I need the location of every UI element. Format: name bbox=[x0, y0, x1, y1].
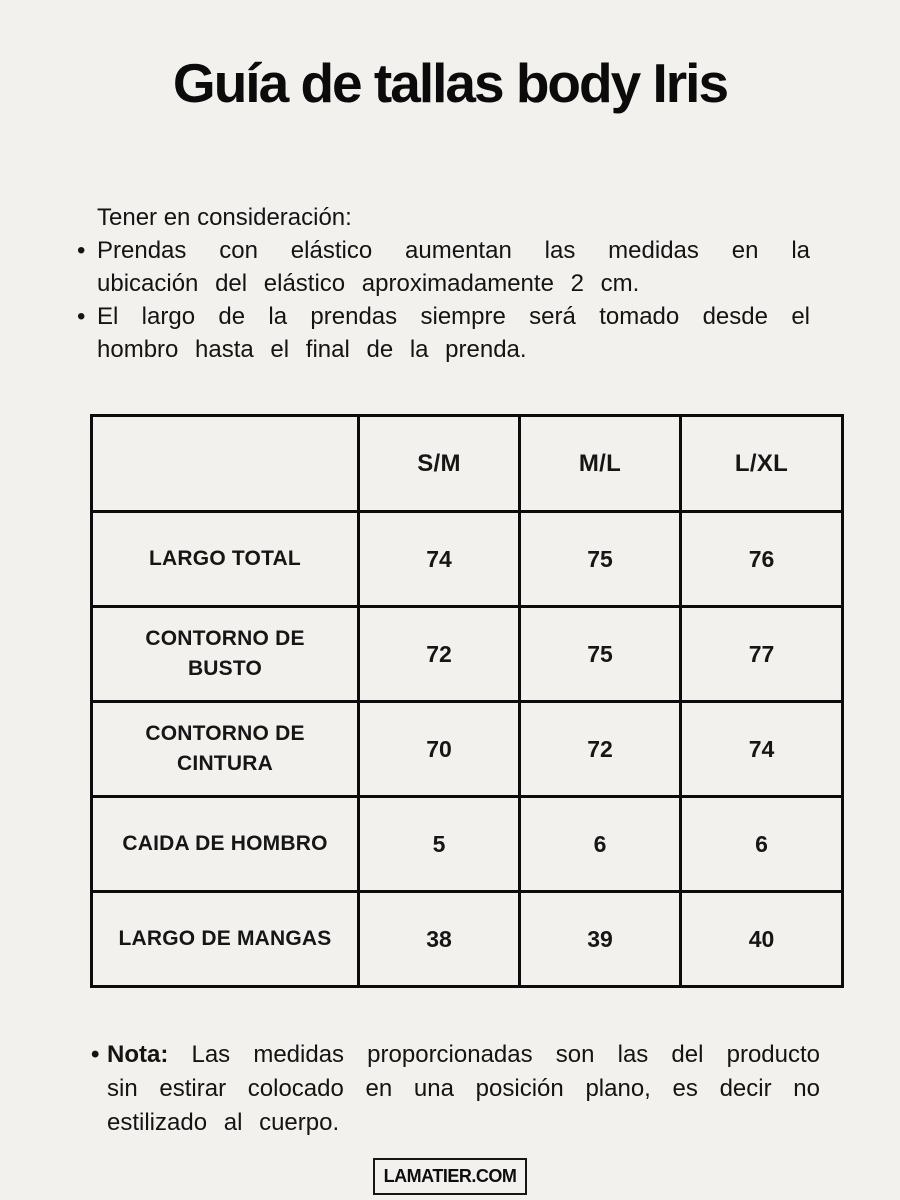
size-table-header-row: S/M M/L L/XL bbox=[90, 414, 844, 513]
intro-bullet-list: Prendas con elástico aumentan las medida… bbox=[77, 234, 810, 366]
cell-value: 74 bbox=[357, 510, 521, 608]
note-paragraph: Nota: Las medidas proporcionadas son las… bbox=[91, 1038, 821, 1140]
cell-value: 72 bbox=[357, 605, 521, 703]
cell-value: 72 bbox=[518, 700, 682, 798]
row-label: CAIDA DE HOMBRO bbox=[90, 795, 360, 893]
size-column-sm: S/M bbox=[357, 414, 521, 513]
cell-value: 75 bbox=[518, 510, 682, 608]
note-text: Las medidas proporcionadas son las del p… bbox=[107, 1041, 821, 1136]
size-column-ml: M/L bbox=[518, 414, 682, 513]
bullet-item-elastic: Prendas con elástico aumentan las medida… bbox=[77, 234, 810, 300]
page-title: Guía de tallas body Iris bbox=[172, 52, 729, 114]
footer-brand-box: LAMATIER.COM bbox=[372, 1158, 528, 1195]
footer-brand-text: LAMATIER.COM bbox=[383, 1166, 517, 1186]
intro-heading: Tener en consideración: bbox=[97, 204, 352, 231]
table-row-contorno-busto: CONTORNO DE BUSTO 72 75 77 bbox=[90, 605, 844, 703]
cell-value: 39 bbox=[518, 890, 682, 988]
cell-value: 70 bbox=[357, 700, 521, 798]
cell-value: 38 bbox=[357, 890, 521, 988]
bullet-item-length: El largo de la prendas siempre será toma… bbox=[77, 300, 810, 366]
cell-value: 74 bbox=[679, 700, 844, 798]
row-label: LARGO TOTAL bbox=[90, 510, 360, 608]
cell-value: 6 bbox=[518, 795, 682, 893]
cell-value: 5 bbox=[357, 795, 521, 893]
table-row-largo-mangas: LARGO DE MANGAS 38 39 40 bbox=[90, 890, 844, 988]
intro-section: Tener en consideración: Prendas con elás… bbox=[77, 201, 810, 366]
row-label: LARGO DE MANGAS bbox=[90, 890, 360, 988]
cell-value: 75 bbox=[518, 605, 682, 703]
table-row-caida-hombro: CAIDA DE HOMBRO 5 6 6 bbox=[90, 795, 844, 893]
size-column-lxl: L/XL bbox=[679, 414, 844, 513]
size-table: S/M M/L L/XL LARGO TOTAL 74 75 76 CONTOR… bbox=[90, 414, 844, 988]
row-label: CONTORNO DE CINTURA bbox=[90, 700, 360, 798]
cell-value: 6 bbox=[679, 795, 844, 893]
table-row-contorno-cintura: CONTORNO DE CINTURA 70 72 74 bbox=[90, 700, 844, 798]
note-label: Nota: bbox=[107, 1041, 169, 1068]
cell-value: 77 bbox=[679, 605, 844, 703]
size-table-corner-cell bbox=[90, 414, 360, 513]
table-row-largo-total: LARGO TOTAL 74 75 76 bbox=[90, 510, 844, 608]
cell-value: 40 bbox=[679, 890, 844, 988]
row-label: CONTORNO DE BUSTO bbox=[90, 605, 360, 703]
cell-value: 76 bbox=[679, 510, 844, 608]
